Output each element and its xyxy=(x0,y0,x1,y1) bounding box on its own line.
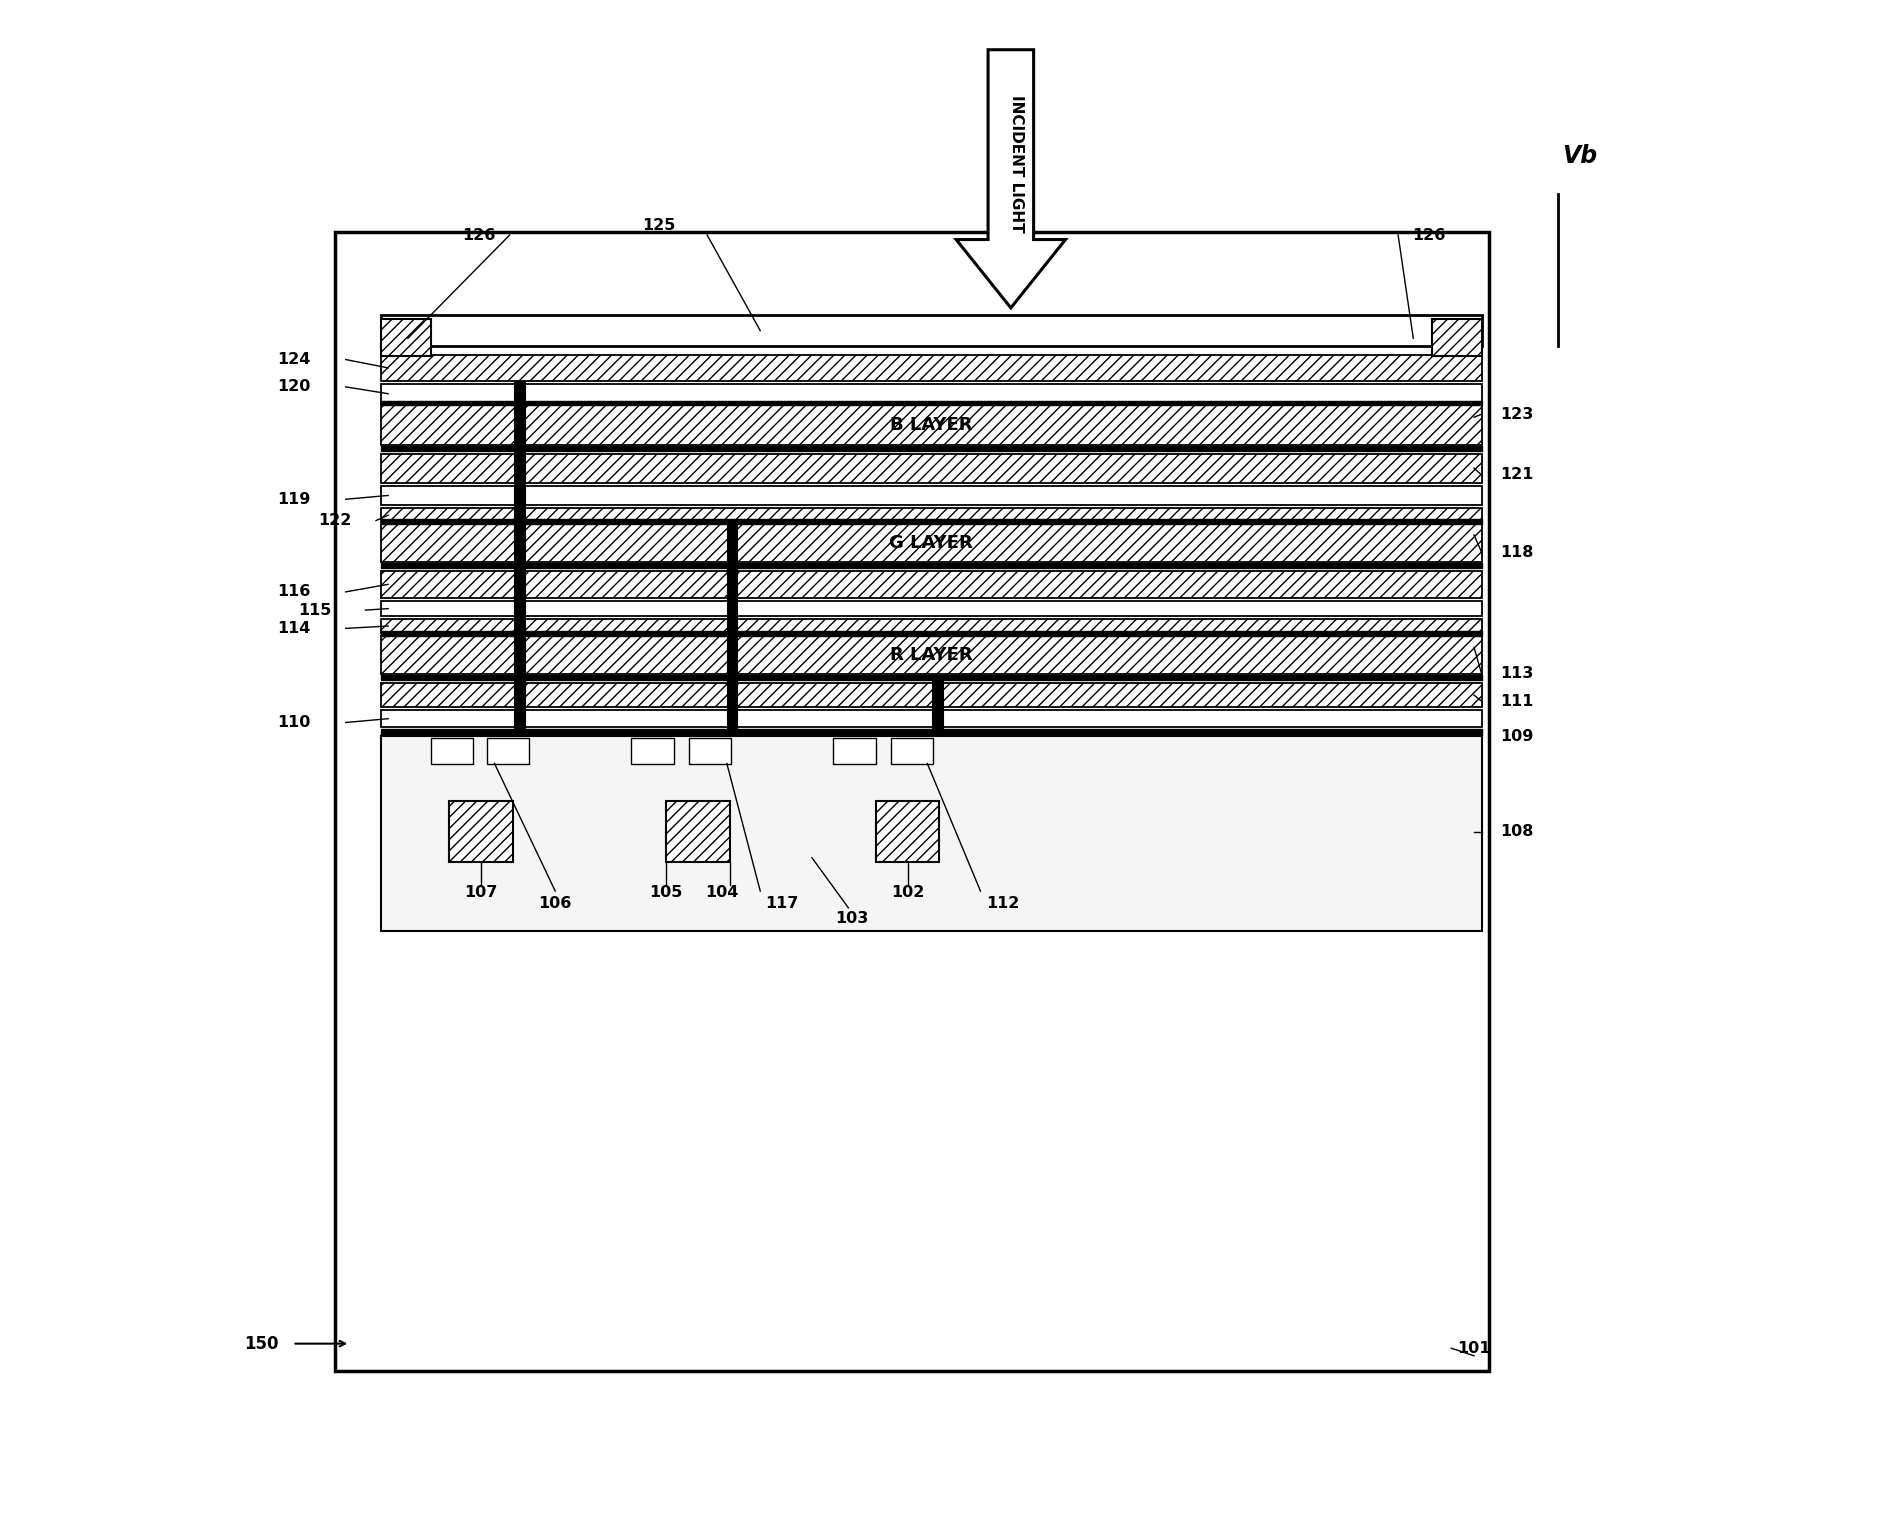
Text: 101: 101 xyxy=(1457,1341,1491,1356)
Text: 117: 117 xyxy=(765,896,797,910)
Text: 112: 112 xyxy=(986,896,1020,910)
Bar xyxy=(381,486,1482,505)
Bar xyxy=(381,635,1482,673)
Bar xyxy=(381,620,1482,632)
Bar xyxy=(381,454,1482,483)
Text: 111: 111 xyxy=(1500,693,1533,709)
Bar xyxy=(833,738,877,764)
Bar xyxy=(381,354,1482,380)
Bar xyxy=(381,508,1482,522)
Bar xyxy=(336,232,1489,1371)
Bar xyxy=(381,710,1482,727)
Text: G LAYER: G LAYER xyxy=(890,533,973,551)
Bar xyxy=(877,802,939,863)
Bar xyxy=(430,738,473,764)
Text: 103: 103 xyxy=(835,912,869,925)
Bar xyxy=(688,738,731,764)
Text: 105: 105 xyxy=(650,886,682,899)
Bar xyxy=(515,380,524,734)
Bar xyxy=(381,683,1482,707)
Text: 126: 126 xyxy=(462,228,496,243)
Text: 110: 110 xyxy=(277,715,311,730)
Text: 115: 115 xyxy=(298,603,332,617)
Text: R LAYER: R LAYER xyxy=(890,646,973,664)
Text: 104: 104 xyxy=(705,886,739,899)
Bar xyxy=(631,738,673,764)
Polygon shape xyxy=(956,50,1065,308)
Text: 123: 123 xyxy=(1500,406,1533,421)
Bar xyxy=(486,738,530,764)
Bar xyxy=(665,802,729,863)
Bar xyxy=(381,383,1482,403)
Text: 102: 102 xyxy=(892,886,924,899)
Text: B LAYER: B LAYER xyxy=(890,415,973,434)
Text: Vb: Vb xyxy=(1563,144,1597,168)
Text: 113: 113 xyxy=(1500,666,1533,681)
Text: 116: 116 xyxy=(277,585,311,600)
Bar xyxy=(1431,319,1482,356)
Text: 120: 120 xyxy=(277,379,311,394)
Bar xyxy=(381,602,1482,617)
Bar xyxy=(381,524,1482,562)
Text: INCIDENT LIGHT: INCIDENT LIGHT xyxy=(1008,95,1024,232)
Bar xyxy=(449,802,513,863)
Bar xyxy=(381,316,1482,347)
Text: 122: 122 xyxy=(319,513,352,528)
Text: 119: 119 xyxy=(277,492,311,507)
Bar xyxy=(381,736,1482,930)
Text: 125: 125 xyxy=(641,218,675,234)
Bar xyxy=(892,738,933,764)
Text: 124: 124 xyxy=(277,353,311,366)
Text: 107: 107 xyxy=(464,886,498,899)
Text: 106: 106 xyxy=(539,896,571,910)
Text: 118: 118 xyxy=(1500,545,1533,560)
Text: 126: 126 xyxy=(1412,228,1446,243)
Text: 121: 121 xyxy=(1500,467,1533,483)
Text: 108: 108 xyxy=(1500,825,1533,840)
Bar xyxy=(381,571,1482,599)
Bar xyxy=(728,522,737,734)
Bar xyxy=(381,319,430,356)
Bar xyxy=(931,680,942,734)
Bar xyxy=(381,405,1482,444)
Text: 114: 114 xyxy=(277,621,311,635)
Text: 150: 150 xyxy=(243,1335,279,1353)
Text: 109: 109 xyxy=(1500,728,1533,744)
